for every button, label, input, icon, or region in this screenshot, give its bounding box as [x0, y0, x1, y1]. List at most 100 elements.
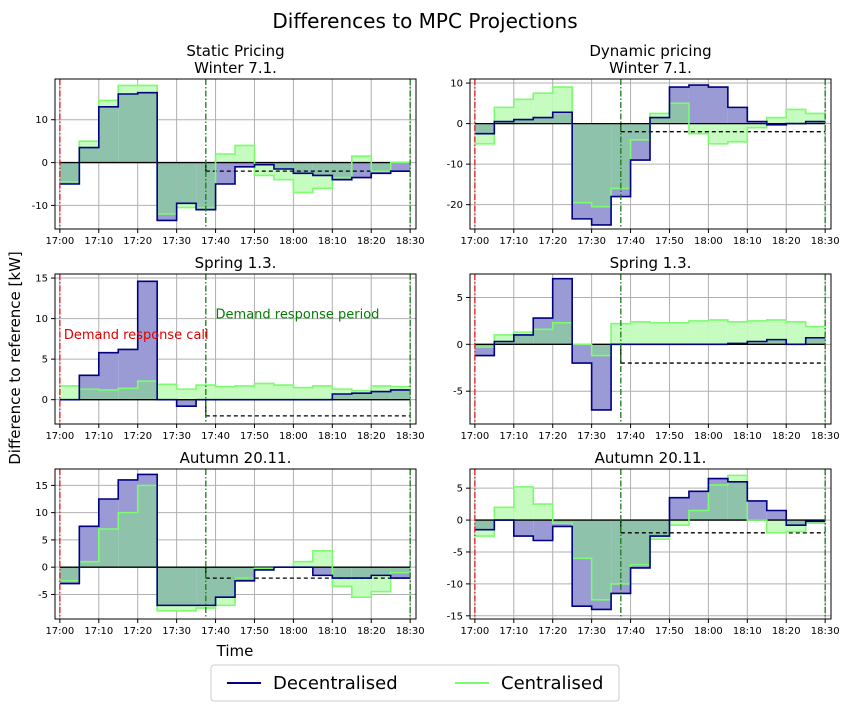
fill-decentralised — [390, 162, 411, 172]
annotation-demand-response-call: Demand response call — [64, 328, 209, 343]
fill-centralised — [312, 175, 333, 189]
fill-overlap — [533, 117, 553, 124]
x-tick-label: 17:40 — [201, 431, 230, 442]
fill-decentralised — [708, 478, 728, 485]
fill-decentralised — [630, 564, 651, 568]
x-tick-label: 18:30 — [811, 431, 840, 442]
y-tick-label: 10 — [35, 508, 48, 519]
y-tick-label: 0 — [42, 158, 48, 169]
x-tick-label: 17:30 — [162, 236, 191, 247]
fill-centralised — [513, 332, 534, 335]
y-tick-label: -5 — [38, 590, 48, 601]
fill-overlap — [371, 567, 391, 576]
fill-centralised — [727, 475, 748, 482]
fill-decentralised — [572, 558, 592, 607]
x-tick-label: 18:20 — [772, 431, 801, 442]
x-tick-label: 18:10 — [318, 431, 347, 442]
x-tick-label: 17:10 — [84, 236, 113, 247]
fill-decentralised — [591, 355, 612, 410]
y-tick-label: -10 — [447, 579, 463, 590]
axes-frame — [54, 273, 417, 425]
fill-decentralised — [235, 578, 255, 581]
subplot-title-line: Dynamic pricing — [589, 42, 711, 60]
fill-centralised — [494, 107, 514, 122]
fill-centralised — [235, 145, 255, 163]
fill-overlap — [494, 121, 514, 124]
fill-overlap — [351, 393, 372, 400]
y-axis-label: Difference to reference [kW] — [6, 251, 24, 465]
subplot-title-line: Static Pricing — [186, 42, 284, 60]
fill-overlap — [79, 561, 99, 568]
fill-overlap — [98, 106, 119, 163]
axes-frame — [54, 78, 417, 230]
fill-overlap — [630, 123, 651, 140]
subplots: Static Pricing Winter 7.1. 17:00 17:10 17:20… — [32, 42, 840, 637]
fill-decentralised — [708, 87, 728, 124]
fill-overlap — [332, 162, 352, 178]
fill-centralised — [312, 550, 333, 568]
fill-overlap — [79, 389, 99, 400]
fill-overlap — [533, 329, 553, 345]
fill-decentralised — [118, 479, 138, 513]
axes-frame — [469, 273, 832, 425]
fill-overlap — [157, 567, 177, 606]
fill-overlap — [118, 512, 138, 568]
subplot-6: Autumn 20.11. 17:00 17:10 17:20 17:30 17:40 17… — [447, 449, 840, 637]
x-tick-label: 17:30 — [577, 626, 606, 637]
plot-area — [59, 473, 411, 612]
x-tick-label: 17:00 — [45, 626, 74, 637]
y-tick-label: 0 — [457, 119, 463, 130]
fill-overlap — [137, 485, 158, 568]
fill-decentralised — [766, 510, 787, 521]
subplot-title-line: Winter 7.1. — [194, 59, 277, 77]
fill-centralised — [157, 605, 177, 611]
fill-centralised — [805, 326, 826, 338]
fill-decentralised — [572, 202, 592, 219]
fill-centralised — [351, 578, 372, 598]
fill-decentralised — [747, 121, 767, 124]
fill-decentralised — [59, 181, 80, 184]
fill-overlap — [708, 484, 728, 521]
fill-decentralised — [533, 318, 553, 330]
fill-overlap — [669, 103, 689, 124]
fill-centralised — [513, 486, 534, 521]
fill-centralised — [137, 85, 158, 93]
fill-overlap — [371, 391, 391, 400]
fill-overlap — [747, 341, 767, 345]
fill-centralised — [254, 383, 274, 400]
x-tick-label: 18:10 — [318, 626, 347, 637]
fill-centralised — [474, 529, 495, 537]
fill-centralised — [708, 319, 728, 345]
fill-overlap — [332, 567, 352, 579]
y-tick-label: 5 — [457, 484, 463, 495]
x-tick-label: 18:20 — [357, 236, 386, 247]
fill-centralised — [766, 117, 787, 124]
subplot-4: Spring 1.3. 17:00 17:10 17:20 17:30 17:40 17:5… — [453, 254, 840, 442]
fill-centralised — [157, 384, 177, 400]
x-tick-label: 18:20 — [772, 626, 801, 637]
y-tick-label: 0 — [457, 340, 463, 351]
fill-overlap — [474, 520, 495, 530]
x-tick-label: 17:50 — [240, 626, 269, 637]
fill-centralised — [786, 321, 806, 345]
fill-centralised — [494, 507, 514, 521]
fill-centralised — [215, 386, 236, 400]
fill-centralised — [59, 385, 80, 400]
x-tick-label: 17:20 — [123, 236, 152, 247]
x-tick-label: 17:10 — [499, 626, 528, 637]
fill-decentralised — [235, 162, 255, 167]
fill-decentralised — [312, 567, 333, 576]
fill-centralised — [708, 123, 728, 144]
fill-centralised — [293, 561, 313, 568]
figure-title: Differences to MPC Projections — [272, 9, 577, 33]
fill-centralised — [650, 536, 670, 540]
fill-overlap — [118, 94, 138, 163]
fill-centralised — [533, 504, 553, 521]
x-tick-label: 18:00 — [279, 431, 308, 442]
fill-decentralised — [552, 523, 573, 527]
fill-overlap — [293, 162, 313, 174]
x-tick-label: 17:20 — [538, 236, 567, 247]
fill-centralised — [494, 334, 514, 342]
fill-centralised — [98, 100, 119, 107]
